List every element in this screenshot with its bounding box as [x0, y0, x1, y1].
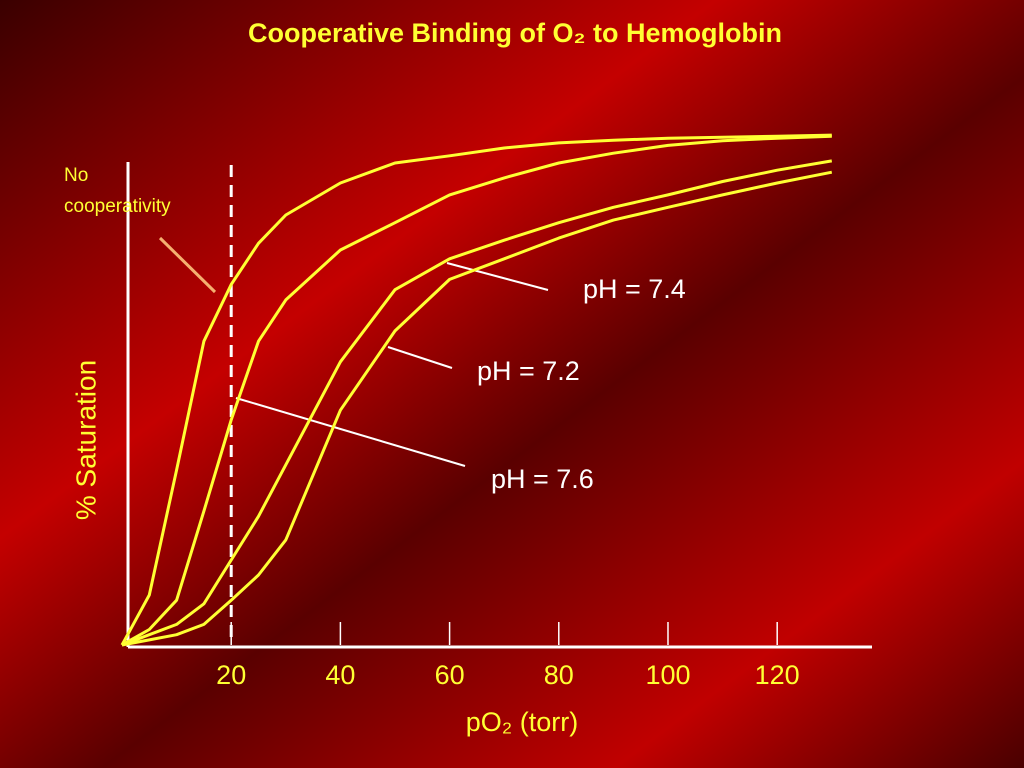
x-tick-label: 120	[755, 660, 800, 690]
annotation: No cooperativity	[64, 165, 171, 217]
leader-line	[158, 236, 217, 294]
annotation: pH = 7.4	[583, 274, 686, 304]
leader-line	[235, 397, 466, 467]
x-tick-label: 40	[325, 660, 355, 690]
leader-line	[387, 346, 453, 369]
data-line	[121, 170, 833, 647]
y-axis-label: % Saturation	[70, 360, 101, 520]
x-tick-label: 80	[544, 660, 574, 690]
annotation: pH = 7.6	[491, 464, 594, 494]
x-tick-label: 100	[645, 660, 690, 690]
leader-line	[446, 262, 549, 291]
annotation: pH = 7.2	[477, 356, 580, 386]
chart-title: Cooperative Binding of O₂ to Hemoglobin	[248, 18, 782, 48]
data-line	[121, 134, 832, 647]
x-tick-label: 60	[435, 660, 465, 690]
data-line	[121, 159, 833, 647]
x-tick-label: 20	[216, 660, 246, 690]
data-line	[120, 133, 832, 646]
x-axis-label: pO₂ (torr)	[466, 707, 578, 737]
